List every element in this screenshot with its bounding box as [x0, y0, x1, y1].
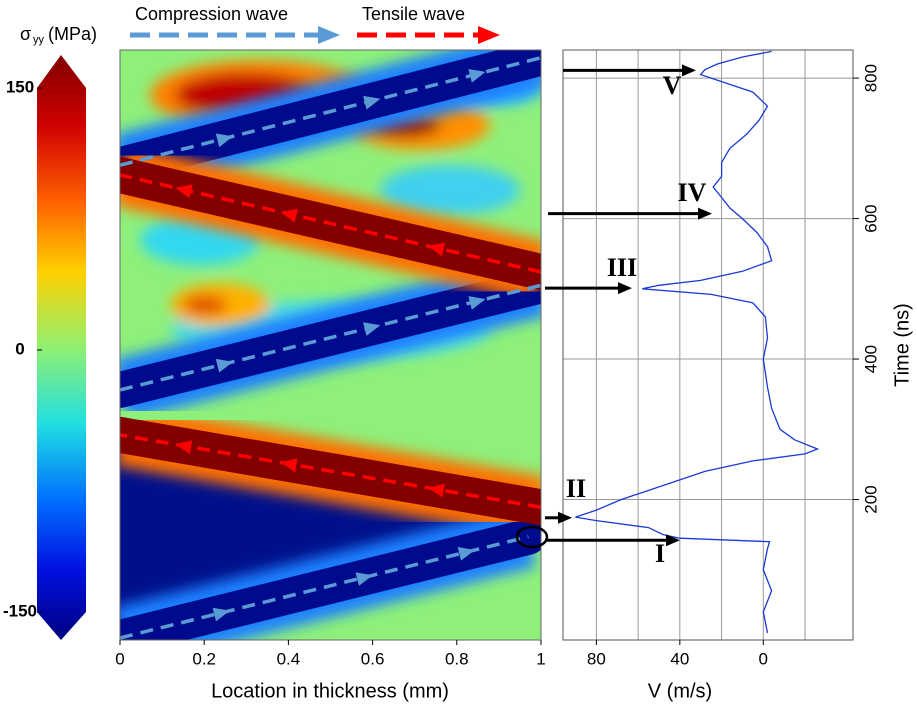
annotation-arrowhead: [558, 511, 572, 524]
wave-arrowhead: [363, 95, 381, 110]
x-axis-label: Location in thickness (mm): [211, 680, 449, 702]
x-tick-label: 0: [759, 649, 768, 668]
wave-arrowhead: [468, 296, 486, 310]
velocity-frame: [562, 49, 854, 641]
annotation-label: V: [663, 71, 682, 100]
legend-label: Compression wave: [135, 4, 288, 24]
legend-label: Tensile wave: [362, 4, 465, 24]
wave-arrowhead: [215, 133, 234, 148]
annotation-label: II: [566, 474, 586, 503]
x-tick-label: 80: [587, 649, 606, 668]
highlight-circle: [515, 525, 549, 549]
y-tick-label: 600: [861, 204, 880, 232]
wave-arrowhead: [280, 208, 298, 223]
y-tick-label: 200: [861, 485, 880, 513]
x-tick-label: 0.2: [192, 649, 216, 668]
heatmap-field: [120, 50, 541, 640]
wave-arrowhead: [468, 69, 486, 83]
wave-arrowhead: [457, 547, 475, 561]
colorbar-tick-label: -150: [3, 601, 37, 620]
wave-path: [119, 433, 542, 509]
x-tick-label: 1: [536, 649, 545, 668]
y-tick-label: 800: [861, 64, 880, 92]
wave-arrowhead: [175, 184, 193, 199]
annotation-label: III: [607, 253, 637, 282]
x-axis-label: V (m/s): [648, 680, 712, 702]
annotation-arrowhead: [682, 64, 696, 77]
colorbar-tick-label: 150: [6, 77, 34, 96]
velocity-trace: [575, 50, 820, 634]
annotation-arrowhead: [618, 282, 632, 295]
wave-arrowhead: [215, 358, 234, 373]
x-tick-label: 0.8: [445, 649, 469, 668]
legend-arrowhead: [318, 26, 340, 44]
colorbar-symbol: σ: [20, 24, 31, 44]
x-tick-label: 0.4: [277, 649, 301, 668]
x-tick-label: 0.6: [361, 649, 385, 668]
x-tick-label: 0: [115, 649, 124, 668]
y-tick-label: 400: [861, 345, 880, 373]
y-axis-label: Time (ns): [891, 303, 913, 387]
wave-path: [119, 535, 529, 640]
annotation-arrowhead: [698, 207, 712, 220]
annotation-label: I: [655, 539, 665, 568]
colorbar-unit: (MPa): [48, 24, 97, 44]
wave-arrowhead: [427, 483, 445, 498]
wave-arrowhead: [363, 322, 381, 336]
wave-arrowhead: [280, 458, 298, 473]
colorbar-tick-label: 0: [15, 339, 24, 358]
wave-arrowhead: [355, 572, 373, 586]
colorbar: [37, 55, 86, 640]
heatmap-frame: [119, 49, 542, 641]
colorbar-subscript: yy: [33, 34, 45, 46]
wave-arrowhead: [427, 242, 446, 257]
annotation-arrowhead: [666, 534, 680, 547]
legend-arrowhead: [478, 26, 500, 44]
x-tick-label: 40: [670, 649, 689, 668]
wave-arrowhead: [212, 607, 230, 622]
annotation-label: IV: [678, 178, 707, 207]
wave-arrowhead: [175, 440, 193, 455]
